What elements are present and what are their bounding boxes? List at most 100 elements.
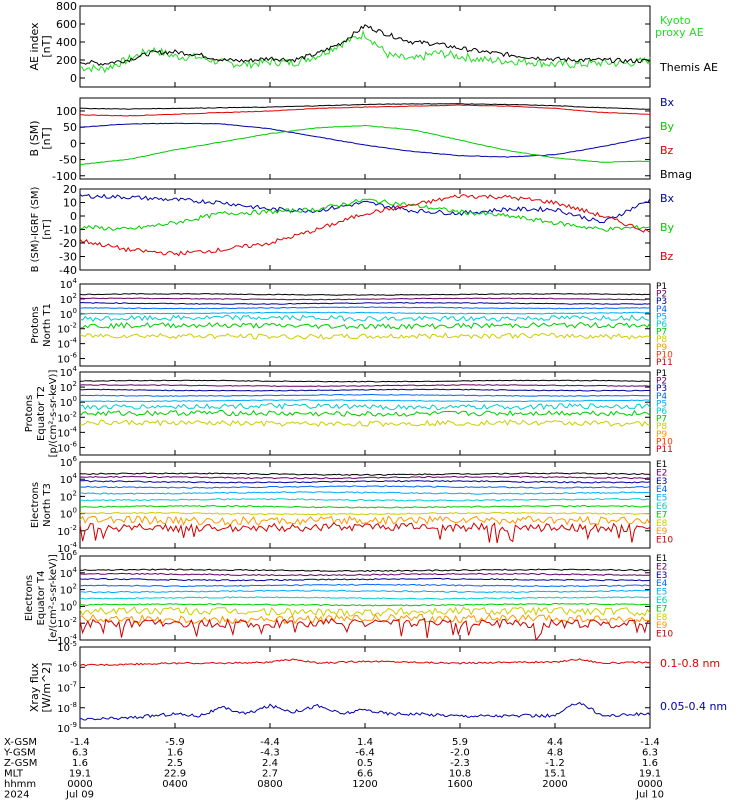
- ae-panel-ytick-label: 200: [56, 54, 77, 67]
- electrons-t3-panel-legend-e8: E8: [656, 519, 668, 529]
- electrons-t4-panel-legend-e1: E1: [656, 554, 667, 564]
- protons-t1-panel-channel-p2: [80, 297, 651, 301]
- ae-panel-ylabel-line: AE index: [28, 22, 41, 71]
- protons-t1-panel-ylabel: Protons North T1: [30, 303, 53, 347]
- electrons-t4-panel-channel-e7: [80, 602, 651, 607]
- time-row-value: Jul 09: [65, 790, 94, 800]
- bigrf-panel-ytick-label: -30: [59, 251, 77, 264]
- electrons-t4-panel-ytick-label: 10-4: [57, 633, 77, 647]
- bigrf-series-bz: [79, 194, 651, 257]
- protons-t1-panel-legend-p5: P5: [656, 312, 667, 322]
- electrons-t4-panel-legend-e10: E10: [656, 630, 673, 640]
- electrons-t3-panel-ytick-label: 10-2: [57, 524, 77, 538]
- electrons-t3-panel-channel-e4: [79, 485, 651, 489]
- ae-panel-ytick-label: 0: [70, 72, 77, 85]
- time-row-value: 0000: [637, 779, 662, 790]
- electrons-t3-panel-channel-e6: [79, 498, 651, 502]
- protons-t2-panel-ylabel-line: [p/(cm²-s-sr-keV)]: [48, 370, 59, 458]
- time-row-value: -4.4: [260, 737, 280, 748]
- electrons-t3-panel-ytick-label: 106: [60, 455, 78, 469]
- protons-t1-panel-ytick-label: 10-2: [57, 322, 77, 336]
- protons-t2-panel-legend-p5: P5: [656, 399, 667, 409]
- xray-panel-ytick-label: 10-5: [57, 640, 77, 654]
- electrons-t4-panel-channel-e3: [79, 577, 651, 582]
- ae-panel-ylabel-line: [nT]: [40, 35, 53, 57]
- electrons-t3-panel-legend-e1: E1: [656, 460, 667, 470]
- legend-kyoto-line2: proxy AE: [655, 26, 704, 39]
- xray-panel-ytick-label: 10-9: [57, 721, 77, 735]
- bigrf-panel-ytick-label: 20: [63, 183, 77, 196]
- bsm-panel-ytick-label: 100: [56, 105, 77, 118]
- protons-t1-panel-legend-p3: P3: [656, 297, 667, 307]
- time-row-value: 0.5: [357, 758, 373, 769]
- time-row-value: 10.8: [449, 769, 471, 780]
- time-row-label: X-GSM: [4, 737, 37, 748]
- bsm-series-bmag: [79, 103, 651, 110]
- time-row-value: 0000: [67, 779, 92, 790]
- time-row-value: 22.9: [164, 769, 186, 780]
- electrons-t3-panel-channel-e2: [79, 475, 651, 480]
- electrons-t3-panel-channel-e3: [80, 480, 651, 484]
- protons-t2-panel-frame: [79, 371, 651, 456]
- bsm-series-bx: [79, 122, 651, 158]
- protons-t2-panel-legend-p7: P7: [656, 415, 667, 425]
- time-row-value: -1.2: [545, 758, 565, 769]
- electrons-t3-panel-channel-e9: [79, 515, 651, 527]
- protons-t2-panel-ylabel-line: Equator T2: [36, 386, 47, 441]
- time-row-value: 6.6: [357, 769, 373, 780]
- electrons-t3-panel-ytick-label: 104: [60, 472, 78, 486]
- time-row-value: 5.9: [452, 737, 468, 748]
- bsm-series-by: [80, 124, 650, 165]
- electrons-t4-panel-channel-e4: [79, 583, 651, 588]
- legend-bsm-bz: Bz: [660, 144, 674, 157]
- bsm-panel-ytick-label: 50: [63, 121, 77, 134]
- time-row-value: -2.0: [450, 748, 470, 759]
- protons-t2-panel-legend-p11: P11: [656, 445, 673, 455]
- electrons-t4-panel-ytick-label: 106: [60, 549, 78, 563]
- protons-t1-panel-channel-p7: [79, 321, 651, 330]
- electrons-t4-panel-ylabel-line: Electrons: [24, 575, 35, 621]
- bigrf-panel-ytick-label: -40: [59, 264, 77, 277]
- protons-t2-panel-channel-p2: [79, 384, 651, 387]
- protons-t1-panel-ytick-label: 10-6: [57, 352, 77, 366]
- time-row-value: 0400: [162, 779, 187, 790]
- time-row-value: Jul 10: [635, 790, 664, 800]
- protons-t2-panel-ytick-label: 100: [60, 395, 77, 409]
- bsm-panel-ylabel-line: [nT]: [40, 127, 53, 149]
- time-row-label: 2024: [4, 790, 29, 800]
- protons-t2-panel-ytick-label: 10-4: [57, 425, 77, 439]
- time-row-label: Z-GSM: [4, 758, 37, 769]
- time-row-value: 19.1: [639, 769, 661, 780]
- electrons-t4-panel-legend-e6: E6: [656, 596, 668, 606]
- electrons-t3-panel-channel-e7: [80, 504, 651, 509]
- protons-t2-panel-legend-p3: P3: [656, 384, 667, 394]
- protons-t2-panel-ylabel: Protons Equator T2 [p/(cm²-s-sr-keV)]: [24, 370, 59, 458]
- protons-t1-panel-channel-p5: [79, 311, 651, 315]
- time-row-value: 6.3: [642, 748, 658, 759]
- ae-series-themis: [79, 24, 651, 67]
- xray-panel-ylabel: Xray flux [W/m^2]: [28, 662, 53, 712]
- electrons-t4-panel-ylabel-line: [e/(cm²-s-sr-keV)]: [48, 554, 59, 642]
- bigrf-panel-ytick-label: 10: [63, 197, 77, 210]
- electrons-t4-panel-ytick-label: 100: [60, 599, 77, 613]
- protons-t1-panel-legend-p11: P11: [656, 358, 673, 368]
- protons-t1-panel-channel-p8: [79, 332, 651, 341]
- time-row-label: hhmm: [4, 779, 36, 790]
- protons-t1-panel-channel-p6: [79, 314, 651, 323]
- time-row-label: MLT: [4, 769, 24, 780]
- time-row-value: 15.1: [544, 769, 566, 780]
- bigrf-panel-ylabel-line: B (SM)-IGRF (SM): [30, 187, 41, 273]
- time-row-value: 0800: [257, 779, 282, 790]
- electrons-t4-panel-channel-e2: [79, 572, 651, 577]
- protons-t2-panel-channel-p4: [79, 393, 650, 397]
- electrons-t3-panel-channel-e5: [80, 491, 651, 495]
- time-row-value: 2.7: [262, 769, 278, 780]
- electrons-t3-panel-legend-e7: E7: [656, 510, 667, 520]
- electrons-t3-panel-ylabel: Electrons North T3: [30, 482, 53, 528]
- bigrf-panel-ytick-label: -10: [59, 224, 77, 237]
- protons-t2-panel-legend-p10: P10: [656, 437, 673, 447]
- ae-panel-ytick-label: 400: [56, 36, 77, 49]
- time-row-value: 4.8: [547, 748, 563, 759]
- protons-t2-panel-channel-p7: [79, 409, 651, 417]
